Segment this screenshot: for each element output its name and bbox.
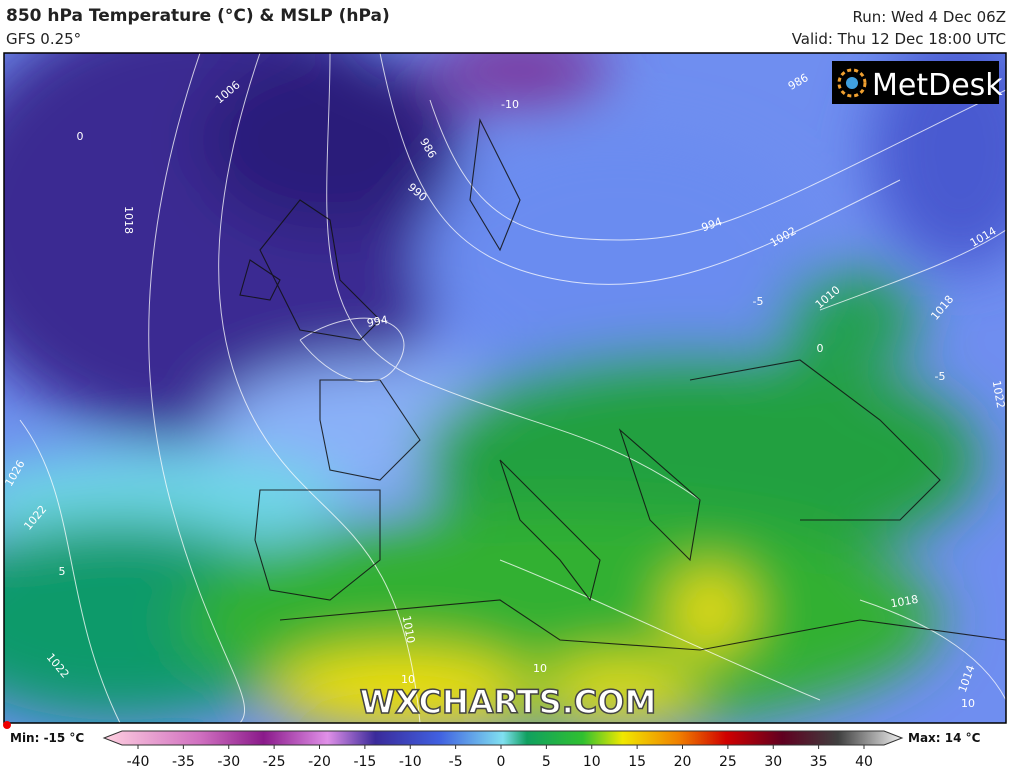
colorbar-label: 5 [542,754,551,770]
colorbar-label: 10 [583,754,601,770]
map-field [4,53,1006,723]
colorbar-label: -20 [308,754,331,770]
coastlines [239,118,1006,651]
colorbar-label: -40 [127,754,150,770]
colorbar-label: -30 [217,754,240,770]
map-frame [3,52,1007,724]
colorbar-label: -10 [399,754,422,770]
legend-min: Min: -15 °C [10,731,84,745]
contour-label: 5 [59,565,66,578]
contour-label: 10 [533,662,547,675]
isobars [19,53,1006,723]
colorbar-label: 20 [674,754,692,770]
colorbar-label: -15 [353,754,376,770]
contour-label: -5 [753,295,764,308]
contour-label: -5 [935,370,946,383]
watermark: WXCHARTS.COM [360,683,657,721]
colorbar-label: 35 [810,754,828,770]
contour-label: -10 [501,98,519,111]
valid-time: Valid: Thu 12 Dec 18:00 UTC [791,30,1006,48]
colorbar-label: 0 [497,754,506,770]
legend-max: Max: 14 °C [908,731,981,745]
contour-label: 1018 [122,206,135,234]
min-marker [3,721,11,729]
colorbar-label: -5 [449,754,463,770]
colorbar [102,730,904,746]
logo-box [832,61,999,104]
contour-label: 10 [401,673,415,686]
logo-icon [837,68,867,98]
contour-label: 10 [961,697,975,710]
model-name: GFS 0.25° [6,30,82,48]
colorbar-label: 15 [628,754,646,770]
contour-label: 994 [366,313,389,329]
colorbar-label: 40 [855,754,873,770]
contour-label: 0 [817,342,824,355]
contour-label: 1010 [400,614,418,644]
contour-label: 1022 [990,379,1008,409]
colorbar-label: -35 [172,754,195,770]
colorbar-label: 30 [764,754,782,770]
colorbar-label: 25 [719,754,737,770]
map-title: 850 hPa Temperature (°C) & MSLP (hPa) [6,6,390,26]
logo-text: MetDesk [872,68,1003,103]
run-time: Run: Wed 4 Dec 06Z [852,8,1006,26]
contour-label: 1018 [889,593,919,611]
colorbar-label: -25 [263,754,286,770]
contour-label: 0 [77,130,84,143]
